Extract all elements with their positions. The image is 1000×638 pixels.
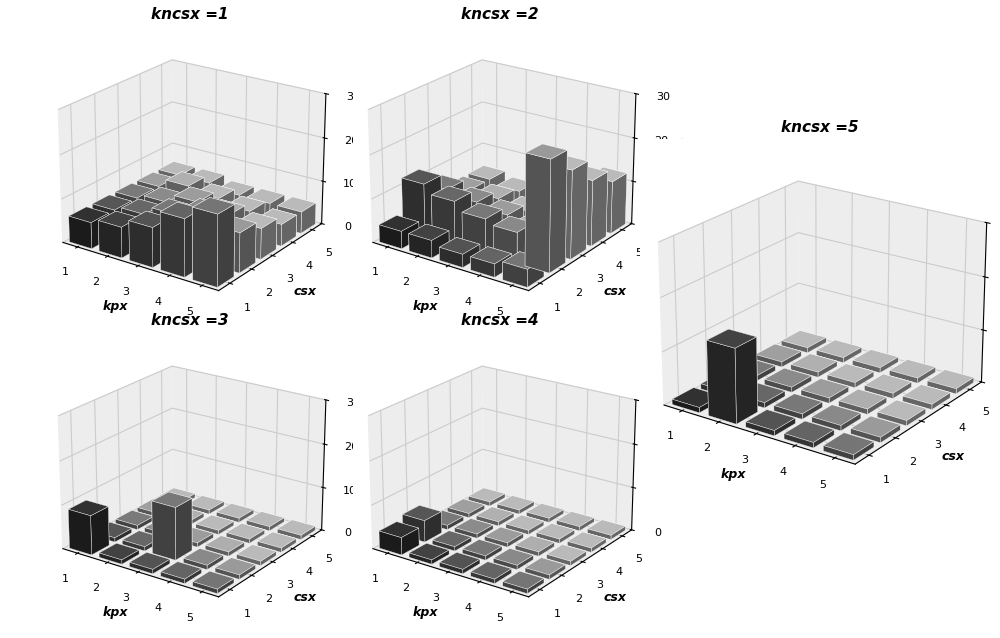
Y-axis label: csx: csx — [293, 591, 316, 604]
X-axis label: kpx: kpx — [721, 468, 746, 480]
Y-axis label: csx: csx — [293, 285, 316, 298]
Y-axis label: csx: csx — [603, 285, 626, 298]
Title: kncsx =1: kncsx =1 — [151, 6, 229, 22]
Title: kncsx =5: kncsx =5 — [781, 120, 859, 135]
X-axis label: kpx: kpx — [102, 300, 128, 313]
X-axis label: kpx: kpx — [412, 300, 438, 313]
Title: kncsx =3: kncsx =3 — [151, 313, 229, 328]
Title: kncsx =2: kncsx =2 — [461, 6, 539, 22]
X-axis label: kpx: kpx — [102, 606, 128, 619]
X-axis label: kpx: kpx — [412, 606, 438, 619]
Y-axis label: csx: csx — [603, 591, 626, 604]
Y-axis label: csx: csx — [942, 450, 965, 463]
Title: kncsx =4: kncsx =4 — [461, 313, 539, 328]
